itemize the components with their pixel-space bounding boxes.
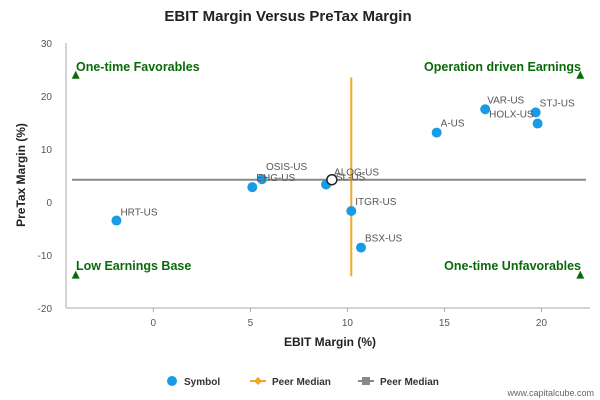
point-label: VAR-US: [487, 95, 524, 106]
x-tick-label: 20: [536, 318, 548, 329]
legend-label: Peer Median: [380, 377, 439, 388]
point-label: STJ-US: [540, 98, 575, 109]
data-point: [111, 215, 122, 226]
point-label: HRT-US: [120, 208, 157, 219]
data-point: [346, 206, 357, 217]
x-tick-label: 5: [248, 318, 254, 329]
data-point: [355, 242, 366, 253]
chart-title: EBIT Margin Versus PreTax Margin: [164, 8, 411, 25]
quadrant-label-top-right: Operation driven Earnings: [424, 60, 581, 74]
data-point: [530, 107, 541, 118]
data-point: [532, 118, 543, 129]
point-label: A-US: [441, 119, 465, 130]
y-tick-label: 20: [41, 92, 53, 103]
y-tick-label: 30: [41, 39, 53, 50]
quadrant-label-top-left: One-time Favorables: [76, 60, 200, 74]
y-tick-label: -20: [38, 304, 53, 315]
quadrant-arrow-icon: [71, 270, 80, 279]
point-label: ALOG-US: [334, 168, 379, 179]
credit-text: www.capitalcube.com: [506, 388, 594, 398]
y-tick-label: 10: [41, 145, 53, 156]
y-tick-label: 0: [46, 198, 52, 209]
x-axis-label: EBIT Margin (%): [284, 335, 376, 349]
data-point: [257, 174, 268, 185]
quadrant-label-bottom-left: Low Earnings Base: [76, 259, 191, 273]
highlight-label: SL-US: [336, 173, 366, 184]
x-tick-label: 15: [439, 318, 451, 329]
plot-area: 0 5 10 15 20 -20 -10 0 10 20 30 One-time Favorables…: [38, 39, 590, 329]
legend-peer-median-marker: [362, 377, 370, 385]
quadrant-label-bottom-right: One-time Unfavorables: [444, 259, 581, 273]
quadrant-arrow-icon: [71, 70, 80, 79]
data-point: [431, 127, 442, 138]
legend-peer-median-marker: [254, 377, 262, 385]
quadrant-arrow-icon: [576, 270, 585, 279]
highlight-point: [326, 173, 338, 186]
quadrant-arrow-icon: [576, 70, 585, 79]
x-tick-label: 0: [151, 318, 157, 329]
legend: Symbol Peer Median Peer Median: [167, 376, 439, 388]
y-tick-label: -10: [38, 251, 53, 262]
legend-label: Symbol: [184, 377, 220, 388]
point-label: EHG-US: [256, 173, 295, 184]
legend-symbol-marker: [167, 376, 177, 386]
point-label: HOLX-US: [489, 110, 534, 121]
y-axis-label: PreTax Margin (%): [14, 123, 28, 227]
point-label: OSIS-US: [266, 162, 307, 173]
data-point: [247, 182, 258, 193]
point-label: ITGR-US: [355, 197, 396, 208]
point-label: BSX-US: [365, 234, 403, 245]
legend-label: Peer Median: [272, 377, 331, 388]
x-tick-label: 10: [342, 318, 354, 329]
data-point: [480, 104, 491, 115]
